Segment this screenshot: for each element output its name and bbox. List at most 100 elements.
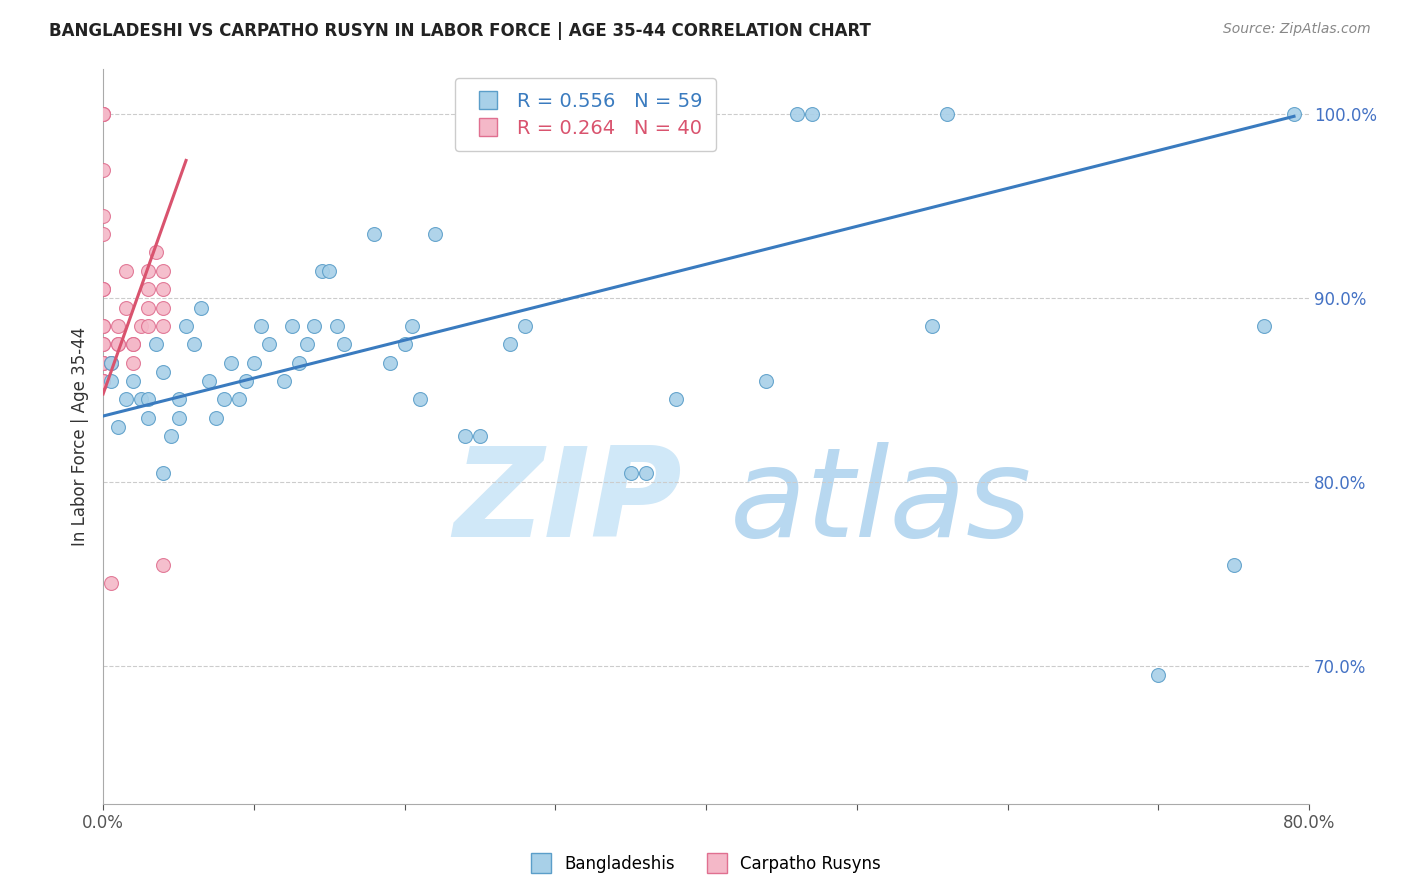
Point <box>620 466 643 480</box>
Point <box>190 301 212 315</box>
Point <box>145 337 167 351</box>
Point <box>755 374 778 388</box>
Point <box>1282 107 1305 121</box>
Point <box>107 337 129 351</box>
Point <box>152 301 174 315</box>
Point <box>152 282 174 296</box>
Legend: R = 0.556   N = 59, R = 0.264   N = 40: R = 0.556 N = 59, R = 0.264 N = 40 <box>456 78 716 152</box>
Point <box>100 374 122 388</box>
Text: ZIP: ZIP <box>453 442 682 563</box>
Point <box>786 107 808 121</box>
Point <box>91 356 114 370</box>
Point <box>363 227 385 241</box>
Point <box>122 337 145 351</box>
Point <box>515 318 537 333</box>
Point <box>138 282 160 296</box>
Point <box>91 282 114 296</box>
Point <box>401 318 423 333</box>
Point <box>91 107 114 121</box>
Point <box>138 392 160 407</box>
Point <box>167 392 190 407</box>
Point <box>219 356 242 370</box>
Point <box>560 107 582 121</box>
Point <box>152 318 174 333</box>
Point <box>243 356 266 370</box>
Point <box>205 410 228 425</box>
Legend: Bangladeshis, Carpatho Rusyns: Bangladeshis, Carpatho Rusyns <box>519 848 887 880</box>
Point <box>100 356 122 370</box>
Point <box>302 318 325 333</box>
Point <box>91 282 114 296</box>
Point <box>91 209 114 223</box>
Point <box>152 365 174 379</box>
Point <box>273 374 295 388</box>
Point <box>800 107 823 121</box>
Point <box>378 356 401 370</box>
Point <box>228 392 250 407</box>
Point <box>152 466 174 480</box>
Point <box>100 356 122 370</box>
Point <box>257 337 280 351</box>
Text: Source: ZipAtlas.com: Source: ZipAtlas.com <box>1223 22 1371 37</box>
Point <box>1222 558 1244 572</box>
Point <box>634 466 657 480</box>
Point <box>91 356 114 370</box>
Point <box>183 337 205 351</box>
Point <box>107 318 129 333</box>
Point <box>114 264 136 278</box>
Point <box>122 356 145 370</box>
Point <box>138 318 160 333</box>
Point <box>936 107 959 121</box>
Point <box>174 318 197 333</box>
Point <box>408 392 430 407</box>
Point <box>107 420 129 434</box>
Point <box>91 356 114 370</box>
Point <box>333 337 356 351</box>
Point <box>152 558 174 572</box>
Point <box>91 318 114 333</box>
Point <box>129 318 152 333</box>
Point <box>114 392 136 407</box>
Point <box>91 318 114 333</box>
Point <box>574 107 596 121</box>
Point <box>394 337 416 351</box>
Point <box>122 374 145 388</box>
Point <box>91 227 114 241</box>
Point <box>122 337 145 351</box>
Point <box>138 301 160 315</box>
Point <box>1253 318 1275 333</box>
Point <box>138 264 160 278</box>
Point <box>197 374 219 388</box>
Point <box>468 429 491 443</box>
Point <box>91 337 114 351</box>
Point <box>280 318 302 333</box>
Text: atlas: atlas <box>730 442 1032 563</box>
Point <box>91 107 114 121</box>
Y-axis label: In Labor Force | Age 35-44: In Labor Force | Age 35-44 <box>72 326 89 546</box>
Point <box>295 337 318 351</box>
Point <box>160 429 183 443</box>
Point <box>152 264 174 278</box>
Point <box>91 162 114 177</box>
Point <box>454 429 477 443</box>
Point <box>114 301 136 315</box>
Point <box>250 318 273 333</box>
Point <box>91 337 114 351</box>
Point <box>212 392 235 407</box>
Point <box>1147 668 1170 682</box>
Point <box>235 374 257 388</box>
Point <box>499 337 522 351</box>
Point <box>129 392 152 407</box>
Point <box>91 107 114 121</box>
Point <box>423 227 446 241</box>
Point <box>665 392 688 407</box>
Point <box>91 374 114 388</box>
Point <box>288 356 311 370</box>
Text: BANGLADESHI VS CARPATHO RUSYN IN LABOR FORCE | AGE 35-44 CORRELATION CHART: BANGLADESHI VS CARPATHO RUSYN IN LABOR F… <box>49 22 872 40</box>
Point <box>107 337 129 351</box>
Point <box>326 318 349 333</box>
Point <box>167 410 190 425</box>
Point <box>921 318 943 333</box>
Point <box>100 576 122 591</box>
Point <box>91 374 114 388</box>
